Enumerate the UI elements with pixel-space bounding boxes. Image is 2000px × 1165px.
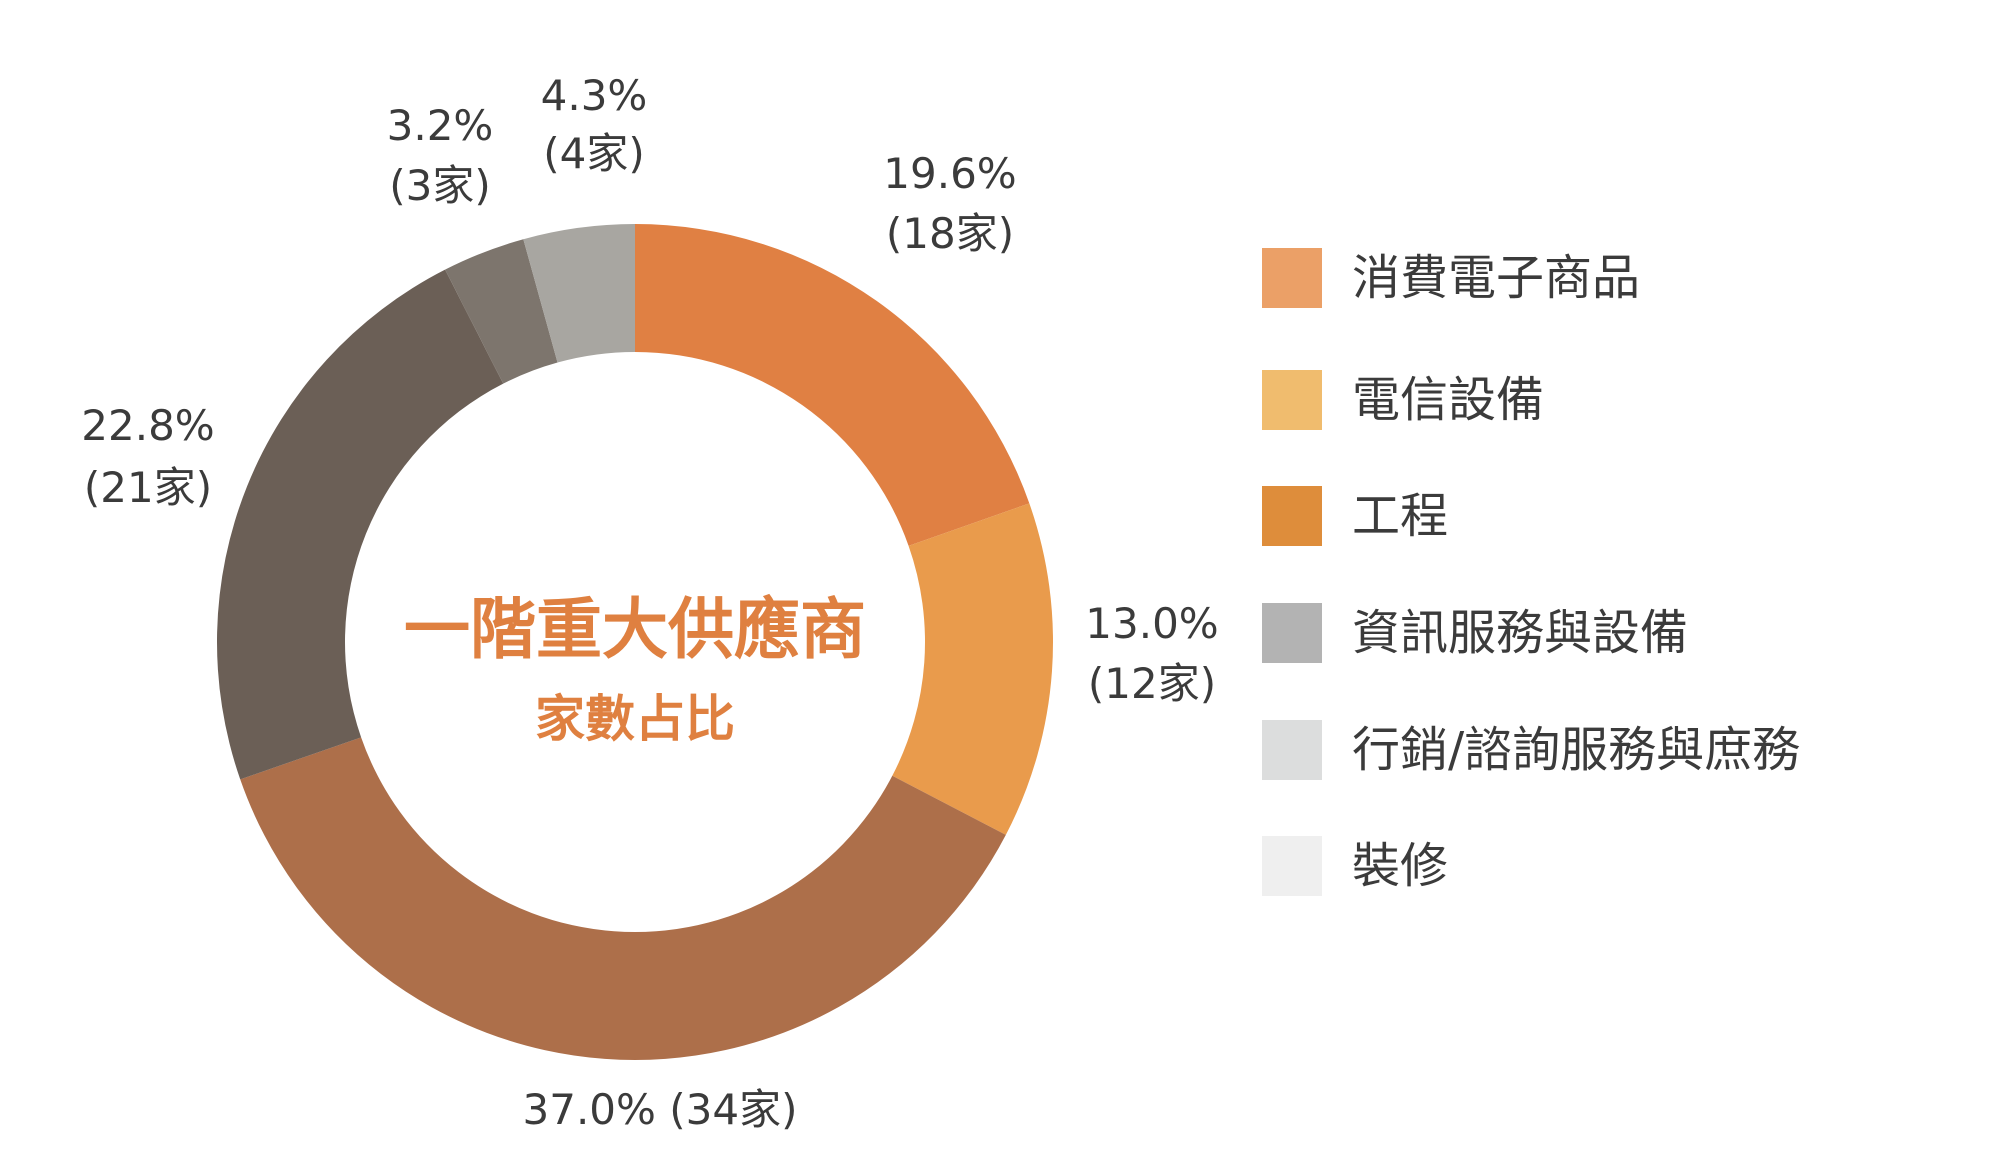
slice-pct-label: 19.6%: [883, 149, 1016, 198]
legend-label: 工程: [1352, 488, 1449, 544]
donut-slice: [217, 269, 504, 780]
legend-label: 行銷/諮詢服務與庶務: [1352, 722, 1801, 778]
donut-slice: [523, 224, 635, 363]
legend-label: 資訊服務與設備: [1352, 605, 1689, 661]
donut-slice: [892, 503, 1053, 835]
chart-title: 一階重大供應商: [404, 591, 866, 668]
legend-swatch: [1262, 370, 1322, 430]
slice-count-label: (4家): [543, 129, 645, 178]
slice-labels: 19.6% (18家) 13.0% (12家) 37.0% (34家) 22.8% (21家…: [81, 71, 1218, 1134]
legend-label: 電信設備: [1352, 372, 1545, 428]
slice-count-label: (21家): [84, 463, 212, 512]
legend-swatch: [1262, 486, 1322, 546]
slice-pct-label: 22.8%: [81, 401, 214, 450]
slice-label: 37.0% (34家): [523, 1085, 798, 1134]
donut-slice: [445, 239, 558, 384]
legend-swatch: [1262, 248, 1322, 308]
legend-swatch: [1262, 720, 1322, 780]
donut-slices: [217, 224, 1053, 1060]
slice-count-label: (18家): [886, 209, 1014, 258]
donut-slice: [635, 224, 1030, 546]
slice-pct-label: 3.2%: [387, 101, 494, 150]
slice-count-label: (12家): [1088, 659, 1216, 708]
legend-swatch: [1262, 603, 1322, 663]
donut-slice: [240, 737, 1006, 1060]
legend-swatch: [1262, 836, 1322, 896]
chart-subtitle: 家數占比: [535, 690, 735, 748]
legend-label: 裝修: [1352, 838, 1449, 894]
slice-pct-label: 4.3%: [541, 71, 648, 120]
slice-pct-label: 13.0%: [1085, 599, 1218, 648]
slice-count-label: (3家): [389, 161, 491, 210]
legend-label: 消費電子商品: [1352, 250, 1641, 306]
